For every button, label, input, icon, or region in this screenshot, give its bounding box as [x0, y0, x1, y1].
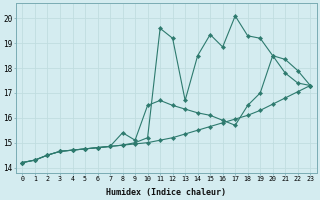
X-axis label: Humidex (Indice chaleur): Humidex (Indice chaleur): [106, 188, 226, 197]
